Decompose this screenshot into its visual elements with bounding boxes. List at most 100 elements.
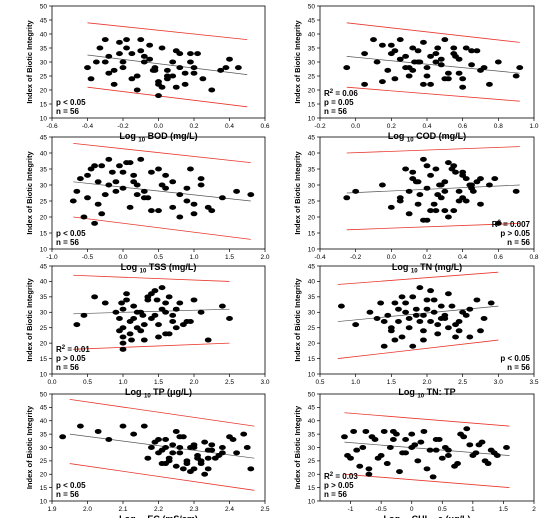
x-axis-label: Log 10 CHL - a (μg/L) bbox=[383, 514, 470, 518]
data-point bbox=[119, 306, 127, 312]
data-point bbox=[459, 169, 467, 175]
data-point bbox=[105, 156, 113, 162]
stat-label: p < 0.05 bbox=[56, 98, 86, 107]
stat-label: n = 56 bbox=[56, 107, 79, 116]
data-point bbox=[350, 428, 358, 434]
data-point bbox=[412, 312, 420, 318]
data-point bbox=[423, 185, 431, 191]
y-tick-label: 10 bbox=[40, 498, 48, 505]
data-point bbox=[477, 176, 484, 182]
data-point bbox=[181, 81, 189, 87]
data-point bbox=[423, 65, 431, 71]
x-tick-label: 2.5 bbox=[260, 506, 269, 513]
y-tick-label: 25 bbox=[40, 458, 48, 465]
y-tick-label: 40 bbox=[40, 418, 48, 425]
data-point bbox=[96, 45, 104, 51]
data-point bbox=[219, 303, 226, 309]
data-point bbox=[119, 423, 127, 429]
panel-cod: 10 15 20 25 30 35 40 45 50 -0.2 0.0 0.2 0.4 0.6 0.8 1.0… bbox=[293, 3, 539, 143]
data-point bbox=[187, 59, 194, 65]
data-point bbox=[414, 201, 422, 207]
data-point bbox=[402, 309, 409, 315]
data-point bbox=[169, 204, 177, 210]
band-lower-line bbox=[346, 86, 520, 102]
y-tick-label: 45 bbox=[40, 405, 48, 412]
x-tick-label: 1.5 bbox=[387, 379, 396, 386]
x-tick-label: -0.2 bbox=[117, 123, 129, 130]
data-point bbox=[108, 169, 116, 175]
data-point bbox=[126, 331, 134, 337]
data-point bbox=[144, 294, 152, 300]
data-point bbox=[118, 300, 125, 306]
data-point bbox=[158, 182, 166, 188]
band-upper-line bbox=[346, 22, 520, 43]
data-point bbox=[176, 450, 184, 456]
data-point bbox=[405, 315, 413, 321]
data-point bbox=[112, 309, 120, 315]
data-point bbox=[140, 53, 148, 59]
data-point bbox=[172, 463, 180, 469]
data-point bbox=[343, 195, 351, 201]
data-point bbox=[412, 306, 420, 312]
data-point bbox=[423, 73, 431, 79]
data-point bbox=[494, 220, 502, 226]
regression-line bbox=[344, 441, 510, 456]
data-point bbox=[420, 156, 427, 162]
data-point bbox=[190, 466, 198, 472]
y-tick-label: 15 bbox=[308, 485, 316, 492]
stat-label: p < 0.05 bbox=[56, 229, 86, 238]
data-point bbox=[105, 436, 113, 442]
data-point bbox=[409, 294, 417, 300]
x-tick-label: -0.6 bbox=[46, 123, 58, 130]
data-point bbox=[387, 325, 395, 331]
data-point bbox=[389, 428, 397, 434]
data-point bbox=[190, 211, 198, 217]
data-point bbox=[158, 285, 166, 291]
data-point bbox=[91, 220, 98, 226]
data-point bbox=[123, 297, 130, 303]
x-tick-label: -0.4 bbox=[82, 123, 94, 130]
data-point bbox=[416, 192, 424, 198]
data-point bbox=[411, 59, 418, 65]
x-tick-label: 0.8 bbox=[529, 254, 538, 261]
y-tick-label: 30 bbox=[308, 59, 316, 66]
data-point bbox=[436, 182, 443, 188]
data-point bbox=[119, 59, 127, 65]
data-point bbox=[512, 73, 520, 79]
data-point bbox=[128, 76, 136, 82]
data-point bbox=[377, 300, 385, 306]
data-point bbox=[420, 39, 427, 45]
data-point bbox=[391, 300, 399, 306]
data-point bbox=[398, 294, 406, 300]
data-point bbox=[101, 59, 109, 65]
data-point bbox=[399, 450, 406, 456]
x-tick-label: 0.2 bbox=[189, 123, 198, 130]
stat-label: p = 0.05 bbox=[324, 98, 354, 107]
y-tick-label: 10 bbox=[40, 246, 48, 253]
data-point bbox=[437, 56, 445, 62]
regression-line bbox=[346, 56, 520, 74]
y-tick-label: 30 bbox=[308, 445, 316, 452]
data-point bbox=[460, 434, 468, 440]
y-tick-label: 25 bbox=[40, 198, 48, 205]
y-tick-label: 25 bbox=[308, 198, 316, 205]
data-point bbox=[469, 188, 477, 194]
x-tick-label: 1.0 bbox=[118, 379, 127, 386]
stat-label: R2 = 0.01 bbox=[56, 345, 90, 354]
y-tick-label: 45 bbox=[308, 17, 316, 24]
data-point bbox=[179, 466, 187, 472]
data-point bbox=[477, 201, 484, 207]
data-point bbox=[450, 163, 458, 169]
data-point bbox=[119, 340, 127, 346]
y-tick-label: 50 bbox=[40, 391, 48, 398]
band-upper-line bbox=[73, 143, 251, 163]
stat-label: p < 0.05 bbox=[56, 481, 86, 490]
y-tick-label: 45 bbox=[40, 263, 48, 270]
data-point bbox=[92, 59, 100, 65]
data-point bbox=[169, 312, 177, 318]
y-tick-label: 50 bbox=[40, 3, 48, 10]
y-tick-label: 15 bbox=[308, 101, 316, 108]
data-point bbox=[466, 306, 474, 312]
data-point bbox=[140, 337, 148, 343]
